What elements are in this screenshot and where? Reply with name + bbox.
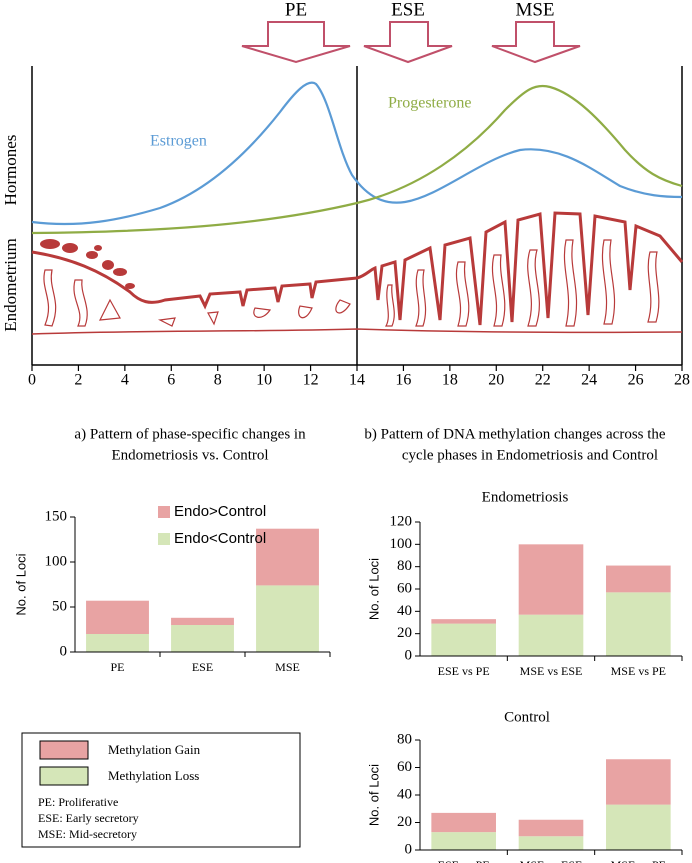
x-tick-label: 12 bbox=[303, 372, 319, 389]
x-tick-label: ESE vs PE bbox=[438, 858, 490, 863]
chart-title: a) Pattern of phase-specific changes in bbox=[74, 426, 306, 442]
x-tick-label: 22 bbox=[535, 372, 551, 389]
chart-title: Endometriosis vs. Control bbox=[111, 447, 268, 463]
x-tick-label: MSE bbox=[275, 660, 300, 674]
panel-title: b) Pattern of DNA methylation changes ac… bbox=[364, 426, 666, 442]
y-tick-label: 0 bbox=[60, 643, 68, 659]
bar-segment bbox=[256, 528, 319, 586]
y-tick-label: 0 bbox=[405, 647, 413, 663]
bar-segment bbox=[518, 614, 584, 656]
bar-segment bbox=[431, 619, 496, 624]
phase-arrows bbox=[241, 21, 581, 64]
y-tick-label: 80 bbox=[397, 558, 412, 574]
y-tick-label: 20 bbox=[397, 625, 412, 641]
y-tick-label: 60 bbox=[397, 580, 412, 596]
legend-box bbox=[21, 732, 301, 848]
chart-title: Control bbox=[504, 709, 550, 725]
bar-segment bbox=[606, 759, 671, 805]
x-tick-label: 28 bbox=[674, 372, 690, 389]
bar-segment bbox=[171, 625, 234, 652]
curve-label: Progesterone bbox=[388, 95, 472, 112]
x-tick-label: MSE vs ESE bbox=[520, 858, 583, 863]
bar-segment bbox=[171, 617, 234, 625]
y-tick-label: 120 bbox=[390, 513, 413, 529]
x-tick-label: PE bbox=[110, 660, 124, 674]
abbreviation: MSE: Mid-secretory bbox=[38, 827, 137, 841]
chart-title: Endometriosis bbox=[482, 489, 569, 505]
bar-segment bbox=[606, 804, 671, 850]
bar-segment bbox=[606, 565, 671, 593]
phase-label: PE bbox=[285, 0, 307, 20]
estrogen-curve bbox=[31, 81, 683, 226]
legend-swatch bbox=[158, 506, 170, 518]
x-tick-label: 20 bbox=[488, 372, 504, 389]
progesterone-curve bbox=[31, 84, 683, 235]
y-tick-label: 40 bbox=[397, 786, 412, 802]
y-tick-label: 80 bbox=[397, 731, 412, 747]
y-tick-label: 60 bbox=[397, 759, 412, 775]
x-tick-label: ESE vs PE bbox=[438, 664, 490, 678]
phase-label: MSE bbox=[515, 0, 554, 20]
y-tick-label: 40 bbox=[397, 603, 412, 619]
bar-segment bbox=[606, 592, 671, 656]
bar-segment bbox=[86, 600, 149, 634]
panel-title: cycle phases in Endometriosis and Contro… bbox=[402, 447, 658, 463]
legend-label: Methylation Loss bbox=[108, 768, 199, 783]
phase-label: ESE bbox=[391, 0, 425, 20]
glands bbox=[43, 239, 660, 327]
x-tick-label: 26 bbox=[628, 372, 644, 389]
y-tick-label: 20 bbox=[397, 814, 412, 830]
x-tick-label: 2 bbox=[74, 372, 82, 389]
x-tick-label: 4 bbox=[121, 372, 129, 389]
legend-swatch bbox=[39, 766, 89, 786]
bar-segment bbox=[431, 832, 496, 850]
endometrium-label: Endometrium bbox=[1, 238, 20, 331]
bar-segment bbox=[518, 819, 584, 837]
legend-swatch bbox=[158, 533, 170, 545]
bar-segment bbox=[518, 836, 584, 850]
bar-segment bbox=[431, 812, 496, 833]
legend-label: Endo>Control bbox=[174, 503, 266, 520]
endometrium bbox=[31, 211, 684, 335]
y-axis-label: No. of Loci bbox=[366, 764, 381, 826]
x-tick-label: ESE bbox=[192, 660, 213, 674]
y-axis-label: No. of Loci bbox=[13, 553, 28, 615]
legend-swatch bbox=[39, 740, 89, 760]
y-tick-label: 150 bbox=[45, 508, 68, 524]
legend-label: Endo<Control bbox=[174, 530, 266, 547]
hormones-label: Hormones bbox=[1, 135, 20, 206]
y-tick-label: 100 bbox=[390, 536, 413, 552]
shed-tissue bbox=[40, 239, 135, 289]
y-axis-label: No. of Loci bbox=[366, 558, 381, 620]
x-tick-label: 18 bbox=[442, 372, 458, 389]
bar-segment bbox=[256, 585, 319, 652]
x-tick-label: 16 bbox=[395, 372, 411, 389]
x-tick-label: 8 bbox=[214, 372, 222, 389]
x-tick-label: 0 bbox=[28, 372, 36, 389]
x-tick-label: MSE vs PE bbox=[611, 858, 666, 863]
x-tick-label: 6 bbox=[167, 372, 175, 389]
bar-segment bbox=[431, 623, 496, 656]
y-tick-label: 50 bbox=[52, 598, 67, 614]
x-tick-label: MSE vs ESE bbox=[520, 664, 583, 678]
x-tick-label: 10 bbox=[256, 372, 272, 389]
bar-segment bbox=[86, 634, 149, 652]
curve-label: Estrogen bbox=[150, 133, 207, 150]
bar-segment bbox=[518, 544, 584, 615]
x-tick-label: 24 bbox=[581, 372, 597, 389]
x-tick-label: 14 bbox=[349, 372, 365, 389]
y-tick-label: 100 bbox=[45, 553, 68, 569]
abbreviation: PE: Proliferative bbox=[38, 795, 118, 809]
abbreviation: ESE: Early secretory bbox=[38, 811, 139, 825]
legend-label: Methylation Gain bbox=[108, 742, 201, 757]
x-tick-label: MSE vs PE bbox=[611, 664, 666, 678]
y-tick-label: 0 bbox=[405, 841, 413, 857]
